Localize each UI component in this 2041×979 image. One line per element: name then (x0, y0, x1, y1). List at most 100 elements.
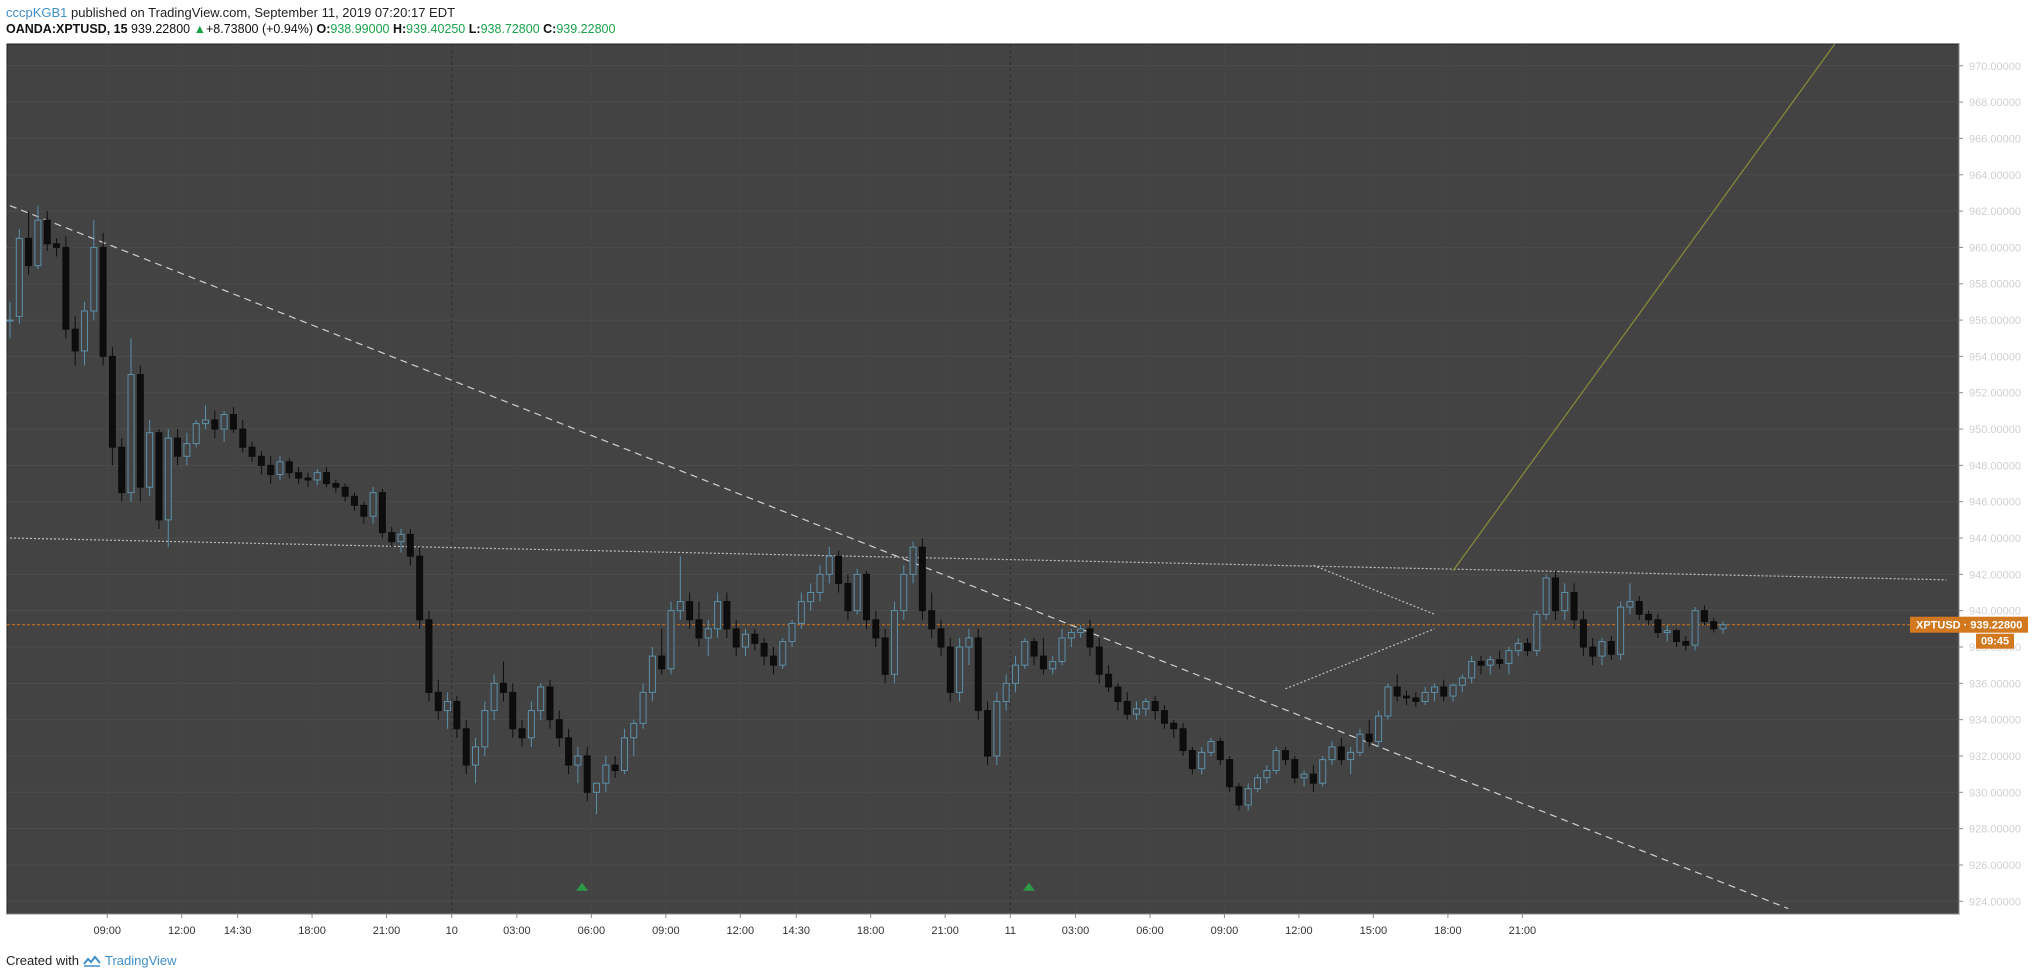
candle-body (388, 532, 396, 543)
candle-body (1170, 722, 1178, 730)
candle-body (53, 243, 61, 248)
candle (1365, 719, 1373, 747)
symbol-label[interactable]: OANDA:XPTUSD, 15 (6, 22, 128, 36)
candle (1496, 650, 1504, 669)
candle-body (1626, 601, 1634, 608)
candle-body (555, 719, 563, 739)
candle (1133, 701, 1141, 720)
time-axis[interactable]: 09:00 12:00 14:30 18:00 21:00 10 03:00 06:00 09:… (7, 913, 1959, 937)
candle (136, 365, 144, 502)
candle-body (695, 619, 703, 639)
candle (918, 538, 926, 620)
candle (1300, 770, 1308, 787)
candle (1291, 755, 1299, 784)
candle-body (472, 746, 479, 766)
candle (1030, 637, 1038, 666)
candle-body (313, 472, 321, 481)
candle-body (1412, 697, 1420, 702)
candle (797, 592, 805, 629)
candle-body (890, 610, 898, 675)
candle-body (1477, 661, 1485, 666)
candle (807, 583, 815, 611)
candle-body (825, 555, 833, 575)
price-axis[interactable]: 970.00000 968.00000 966.00000 964.00000 962.… (1958, 44, 2021, 914)
high-value: 939.40250 (406, 22, 466, 36)
candle (1281, 746, 1289, 766)
candle (369, 487, 377, 524)
candle-body (620, 737, 628, 772)
open-label: O: (316, 22, 331, 36)
price-tick-label: 944.00000 (1969, 533, 2021, 545)
dashed-trend-line (9, 205, 1789, 910)
candle (350, 492, 358, 511)
candle (1086, 619, 1094, 657)
candle (555, 710, 563, 747)
candle-body (1635, 601, 1643, 615)
candle (1337, 737, 1345, 766)
candle-body (835, 555, 843, 584)
candle (1700, 605, 1708, 626)
candle (1617, 601, 1625, 660)
candle (499, 661, 507, 702)
candle (1011, 656, 1019, 693)
candle-body (527, 710, 535, 739)
candle-body (1579, 619, 1587, 648)
price-tick-label: 950.00000 (1969, 424, 2021, 436)
author-link[interactable]: cccpKGB1 (6, 5, 68, 20)
candle (741, 628, 749, 657)
candle (769, 647, 777, 675)
candle-body (956, 646, 964, 693)
candle-body (444, 700, 452, 712)
candle-body (1011, 664, 1019, 684)
price-tick-label: 932.00000 (1969, 751, 2021, 763)
candle-body (1654, 619, 1662, 633)
candle-body (1347, 751, 1355, 761)
candle-body (676, 601, 684, 612)
candle-body (1049, 661, 1057, 670)
price-tick-label: 954.00000 (1969, 351, 2021, 363)
candle-body (779, 641, 787, 666)
candle-body (946, 646, 954, 693)
candle-body (565, 737, 573, 766)
candle-body (25, 237, 33, 267)
candle-body (537, 686, 545, 712)
candle-body (1095, 646, 1103, 675)
candle (937, 619, 945, 657)
countdown-background (1976, 633, 2014, 649)
candle-body (704, 628, 712, 639)
close-value: 939.22800 (556, 22, 616, 36)
candle-body (1114, 686, 1122, 702)
candle-body (1142, 700, 1150, 710)
candle-body (71, 328, 79, 352)
candle-body (1496, 659, 1504, 664)
candle-body (1216, 740, 1224, 761)
tradingview-brand-link[interactable]: TradingView (104, 953, 177, 968)
candle (313, 469, 321, 486)
candle (825, 547, 833, 584)
candle (108, 347, 116, 466)
time-tick-label: 12:00 (727, 925, 755, 937)
candle-body (434, 691, 442, 712)
candle-body (1403, 695, 1410, 699)
candle (15, 229, 23, 324)
candle-body (183, 443, 191, 457)
candle (881, 628, 889, 684)
candle (909, 541, 917, 584)
candle-body (593, 782, 601, 793)
candle (202, 405, 210, 430)
candle (574, 746, 582, 784)
price-tick-label: 964.00000 (1969, 170, 2021, 182)
candle-body (499, 682, 507, 693)
time-tick-label: 18:00 (298, 925, 326, 937)
candle (25, 211, 33, 275)
candle (1235, 783, 1243, 811)
candle (490, 674, 498, 720)
candle-body (341, 486, 349, 497)
open-value: 938.99000 (330, 22, 390, 36)
candle-body (816, 573, 824, 594)
price-tick-label: 926.00000 (1969, 860, 2021, 872)
candle-body (1458, 677, 1466, 686)
candle-body (146, 432, 154, 488)
candle (788, 619, 796, 648)
